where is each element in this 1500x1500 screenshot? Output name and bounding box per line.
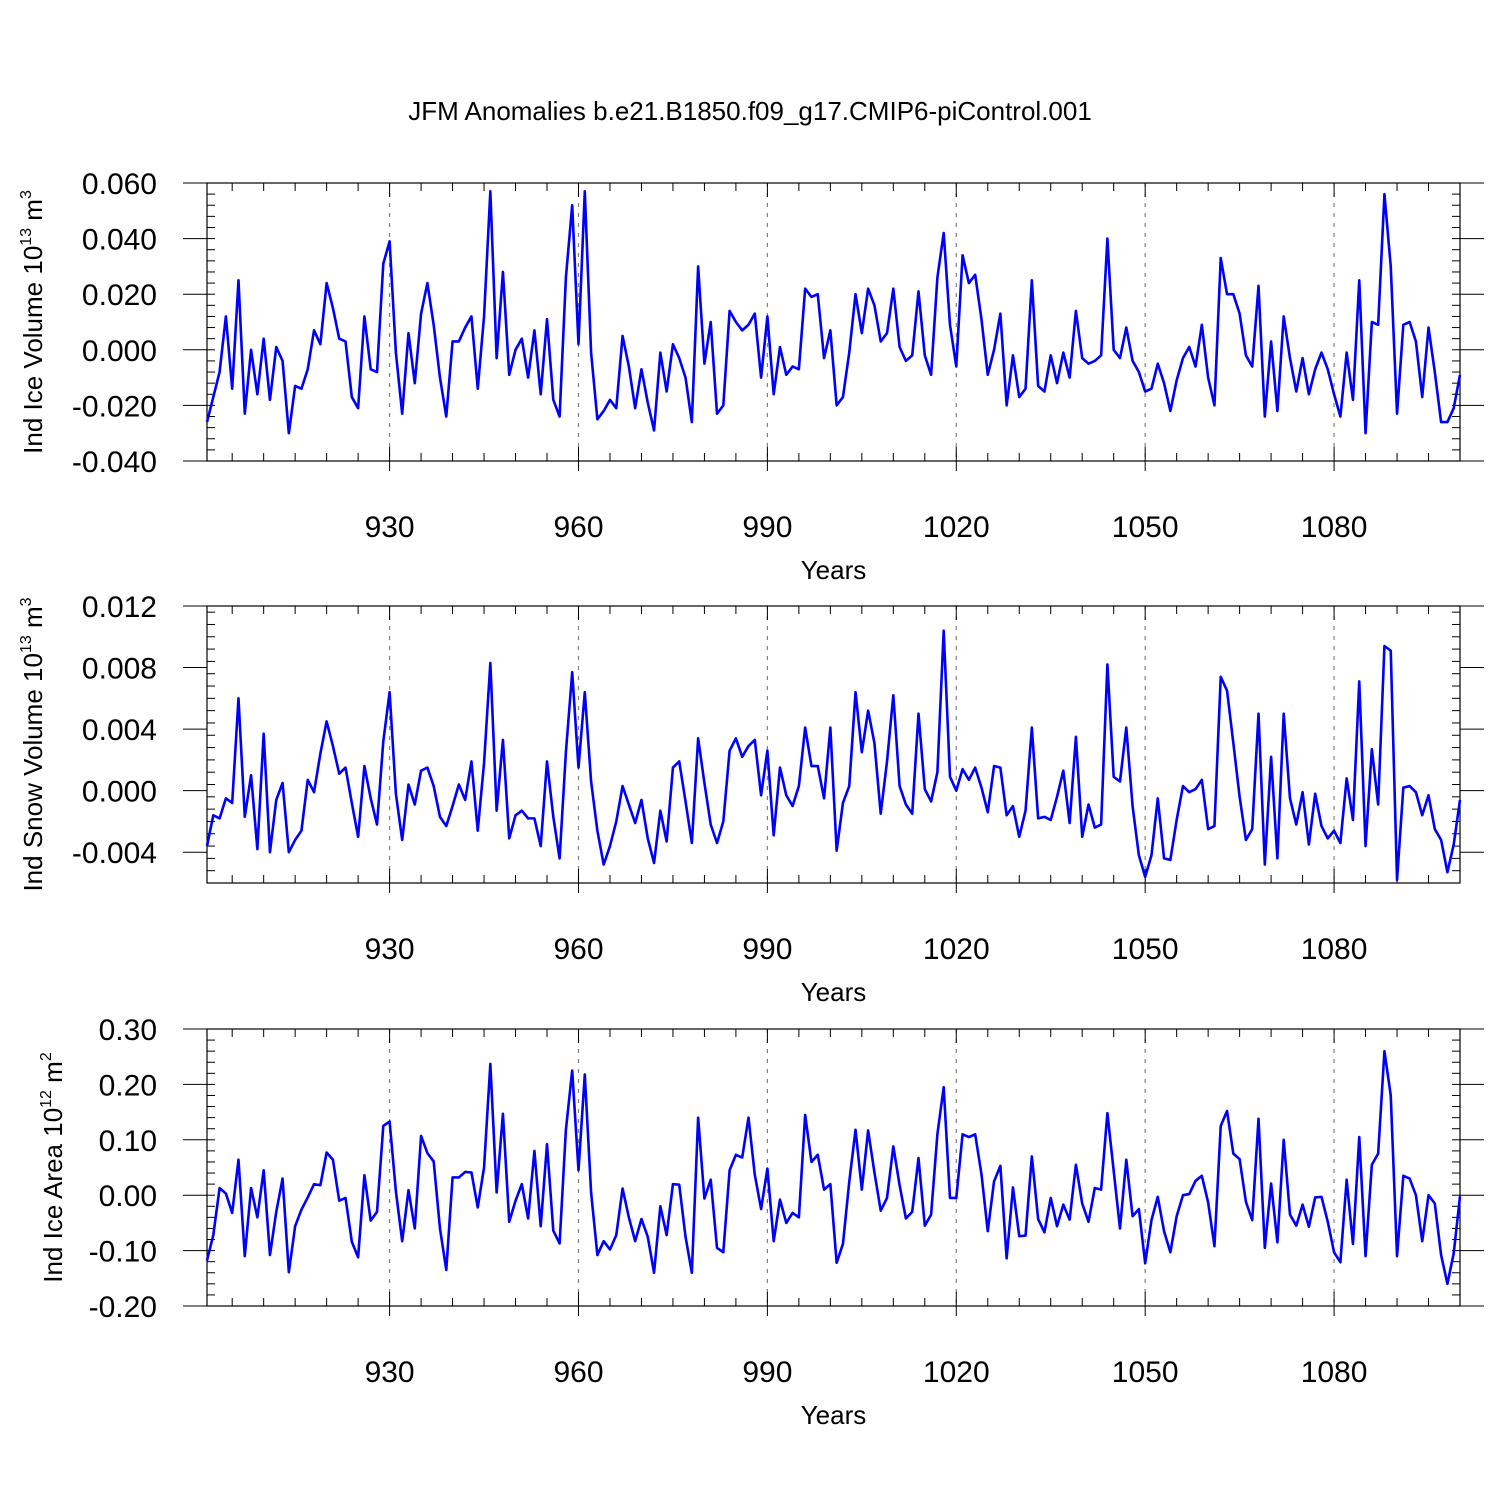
chart-2-xtick-label-0: 930 bbox=[365, 1356, 415, 1389]
chart-1-xtick-label-2: 990 bbox=[742, 933, 792, 966]
chart-2-ylabel: Ind Ice Area 1012 m2 bbox=[38, 1052, 68, 1283]
chart-1-xtick-label-5: 1080 bbox=[1301, 933, 1368, 966]
chart-1-series-line bbox=[205, 629, 1462, 882]
chart-2-xtick-label-3: 1020 bbox=[923, 1356, 990, 1389]
ice-volume-panel: -0.040 -0.020 0.000 0.020 0.040 0.060 930 960 99… bbox=[18, 168, 1484, 585]
chart-2-ytick-label-0: -0.20 bbox=[89, 1291, 157, 1324]
chart-2-ytick-label-1: -0.10 bbox=[89, 1236, 157, 1269]
chart-0-xtick-label-5: 1080 bbox=[1301, 511, 1368, 544]
chart-2-frame bbox=[206, 1028, 1461, 1307]
chart-1-ytick-label-2: 0.004 bbox=[82, 714, 157, 747]
chart-2-ytick-label-3: 0.10 bbox=[99, 1125, 157, 1158]
chart-0-series-line bbox=[205, 190, 1462, 435]
chart-0-ylabel: Ind Ice Volume 1013 m3 bbox=[18, 190, 48, 454]
chart-2-ytick-label-5: 0.30 bbox=[99, 1014, 157, 1047]
chart-1-ytick-label-4: 0.012 bbox=[82, 591, 157, 624]
chart-0-ytick-label-4: 0.040 bbox=[82, 224, 157, 257]
chart-2-series-line bbox=[205, 1049, 1462, 1286]
chart-0-ytick-label-5: 0.060 bbox=[82, 168, 157, 201]
ice-area-panel: -0.20 -0.10 0.00 0.10 0.20 0.30 930 960 990 1020 1… bbox=[38, 1014, 1484, 1430]
chart-0-xlabel: Years bbox=[801, 555, 867, 585]
chart-1-ytick-label-0: -0.004 bbox=[72, 837, 157, 870]
chart-1-frame bbox=[206, 605, 1461, 884]
chart-2-xtick-label-2: 990 bbox=[742, 1356, 792, 1389]
chart-1-ytick-label-3: 0.008 bbox=[82, 653, 157, 686]
chart-0-ytick-label-1: -0.020 bbox=[72, 390, 157, 423]
chart-2-xtick-label-4: 1050 bbox=[1112, 1356, 1179, 1389]
chart-1-ytick-label-1: 0.000 bbox=[82, 776, 157, 809]
chart-2-ytick-label-2: 0.00 bbox=[99, 1180, 157, 1213]
chart-1-ylabel: Ind Snow Volume 1013 m3 bbox=[18, 597, 48, 891]
chart-1-xtick-label-4: 1050 bbox=[1112, 933, 1179, 966]
chart-0-xtick-label-2: 990 bbox=[742, 511, 792, 544]
chart-1-xtick-label-1: 960 bbox=[553, 933, 603, 966]
chart-0-ytick-label-2: 0.000 bbox=[82, 335, 157, 368]
chart-2-xtick-label-5: 1080 bbox=[1301, 1356, 1368, 1389]
chart-0-xtick-label-0: 930 bbox=[365, 511, 415, 544]
snow-volume-panel: -0.004 0.000 0.004 0.008 0.012 930 960 990 1020 1… bbox=[18, 591, 1484, 1007]
chart-1-xtick-label-0: 930 bbox=[365, 933, 415, 966]
chart-0-xtick-label-4: 1050 bbox=[1112, 511, 1179, 544]
chart-1-xlabel: Years bbox=[801, 977, 867, 1007]
chart-0-xtick-label-1: 960 bbox=[553, 511, 603, 544]
figure-title: JFM Anomalies b.e21.B1850.f09_g17.CMIP6-… bbox=[408, 96, 1092, 126]
chart-2-xtick-label-1: 960 bbox=[553, 1356, 603, 1389]
chart-2-xlabel: Years bbox=[801, 1400, 867, 1430]
chart-0-xtick-label-3: 1020 bbox=[923, 511, 990, 544]
chart-0-ytick-label-3: 0.020 bbox=[82, 279, 157, 312]
chart-2-ytick-label-4: 0.20 bbox=[99, 1069, 157, 1102]
chart-0-frame bbox=[206, 182, 1461, 462]
chart-0-ytick-label-0: -0.040 bbox=[72, 446, 157, 479]
chart-1-xtick-label-3: 1020 bbox=[923, 933, 990, 966]
